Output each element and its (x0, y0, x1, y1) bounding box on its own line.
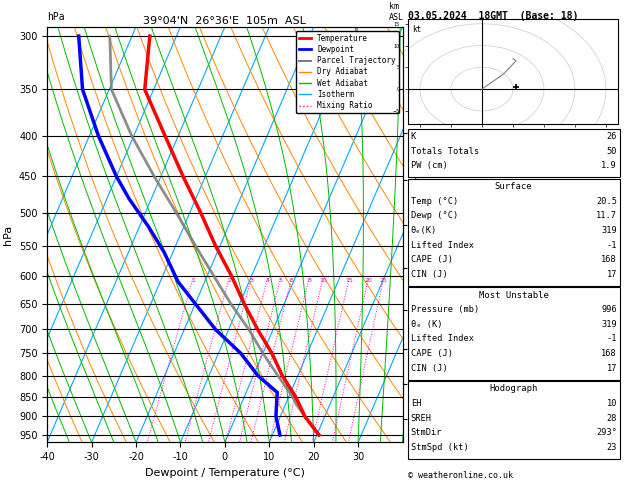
Text: 15: 15 (345, 278, 353, 283)
Y-axis label: hPa: hPa (3, 225, 13, 244)
Text: StmDir: StmDir (411, 428, 442, 437)
Text: 996: 996 (601, 305, 617, 314)
Text: 168: 168 (601, 255, 617, 264)
Text: 50: 50 (606, 147, 617, 156)
Text: © weatheronline.co.uk: © weatheronline.co.uk (408, 471, 513, 480)
Y-axis label: Mixing Ratio (g/kg): Mixing Ratio (g/kg) (420, 191, 429, 278)
Title: 39°04'N  26°36'E  105m  ASL: 39°04'N 26°36'E 105m ASL (143, 16, 306, 26)
Text: 1: 1 (191, 278, 195, 283)
Text: θₑ(K): θₑ(K) (411, 226, 437, 235)
Text: hPa: hPa (47, 12, 65, 22)
Text: 4: 4 (265, 278, 270, 283)
Text: 8: 8 (308, 278, 311, 283)
Text: StmSpd (kt): StmSpd (kt) (411, 443, 469, 452)
Text: 293°: 293° (596, 428, 617, 437)
Text: Totals Totals: Totals Totals (411, 147, 479, 156)
Text: 168: 168 (601, 349, 617, 358)
X-axis label: Dewpoint / Temperature (°C): Dewpoint / Temperature (°C) (145, 468, 305, 478)
Text: 20.5: 20.5 (596, 197, 617, 206)
Text: km
ASL: km ASL (389, 2, 404, 22)
Text: CIN (J): CIN (J) (411, 364, 447, 373)
Text: CAPE (J): CAPE (J) (411, 255, 453, 264)
Text: 20: 20 (365, 278, 372, 283)
Text: Dewp (°C): Dewp (°C) (411, 211, 458, 221)
Text: SREH: SREH (411, 414, 431, 423)
Text: 17: 17 (606, 364, 617, 373)
Text: 2: 2 (227, 278, 231, 283)
Text: LCL: LCL (409, 404, 423, 413)
Text: PW (cm): PW (cm) (411, 161, 447, 171)
Text: 3: 3 (249, 278, 253, 283)
Text: K: K (411, 132, 416, 141)
Text: -1: -1 (606, 334, 617, 344)
Text: CIN (J): CIN (J) (411, 270, 447, 279)
Text: -1: -1 (606, 241, 617, 250)
Text: EH: EH (411, 399, 421, 408)
Legend: Temperature, Dewpoint, Parcel Trajectory, Dry Adiabat, Wet Adiabat, Isotherm, Mi: Temperature, Dewpoint, Parcel Trajectory… (296, 31, 399, 113)
Text: 1.9: 1.9 (601, 161, 617, 171)
Text: 11.7: 11.7 (596, 211, 617, 221)
Text: 26: 26 (606, 132, 617, 141)
Text: 23: 23 (606, 443, 617, 452)
Text: 10: 10 (320, 278, 327, 283)
Text: Surface: Surface (495, 182, 532, 191)
Text: Most Unstable: Most Unstable (479, 291, 548, 300)
Text: 03.05.2024  18GMT  (Base: 18): 03.05.2024 18GMT (Base: 18) (408, 11, 578, 21)
Text: Lifted Index: Lifted Index (411, 334, 474, 344)
Text: 17: 17 (606, 270, 617, 279)
Text: Lifted Index: Lifted Index (411, 241, 474, 250)
Text: 319: 319 (601, 320, 617, 329)
Text: Temp (°C): Temp (°C) (411, 197, 458, 206)
Text: 5: 5 (279, 278, 282, 283)
Text: 10: 10 (606, 399, 617, 408)
Text: Pressure (mb): Pressure (mb) (411, 305, 479, 314)
Text: Hodograph: Hodograph (489, 384, 538, 394)
Text: kt: kt (412, 25, 421, 34)
Text: 28: 28 (606, 414, 617, 423)
Text: 6: 6 (290, 278, 294, 283)
Text: θₑ (K): θₑ (K) (411, 320, 442, 329)
Text: CAPE (J): CAPE (J) (411, 349, 453, 358)
Text: 319: 319 (601, 226, 617, 235)
Text: 25: 25 (380, 278, 388, 283)
